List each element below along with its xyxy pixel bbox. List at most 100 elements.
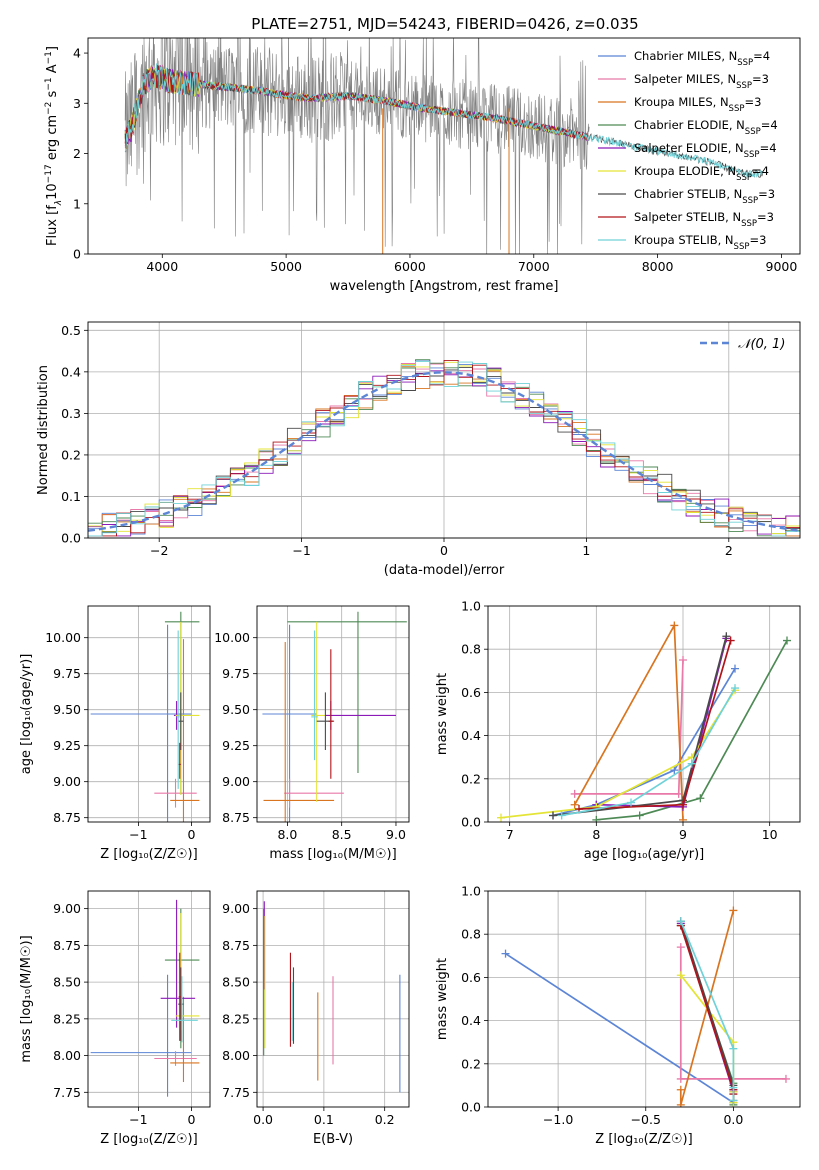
weight-marker-chabrier_elodie <box>696 794 705 803</box>
y-axis-label-part: −1 <box>44 77 54 90</box>
x-tick-label: −1 <box>292 543 310 558</box>
y-tick-label: 0.2 <box>461 1056 481 1071</box>
legend-label-chabrier_miles: Chabrier MILES, NSSP=4 <box>634 49 770 68</box>
x-tick-label: 0.1 <box>314 1112 334 1127</box>
x-axis-label: mass [log₁₀(M/M☉)] <box>269 847 396 862</box>
figure-title: PLATE=2751, MJD=54243, FIBERID=0426, z=0… <box>251 15 638 33</box>
legend-label-normal: 𝒩(0, 1) <box>738 337 785 352</box>
y-tick-label: 9.00 <box>222 774 250 789</box>
x-tick-label: 10 <box>762 827 778 842</box>
y-axis-label-part: −17 <box>44 164 54 183</box>
y-tick-label: 9.50 <box>53 702 81 717</box>
weight-marker-salpeter_stelib <box>679 800 687 809</box>
x-tick-label: 0 <box>440 543 448 558</box>
residual-histogram-kroupa_stelib <box>88 361 800 537</box>
legend-label-text: Kroupa ELODIE, N <box>634 164 736 178</box>
weight-line-kroupa_elodie <box>500 689 736 819</box>
weight-marker-kroupa_stelib <box>729 1044 738 1053</box>
panel-weight_vs_age: 7 8 9 10 0.0 0.2 0.4 0.6 0.8 1.0 age [log₁₀(age/yr… <box>435 599 801 862</box>
legend-label-count: =3 <box>744 95 761 109</box>
panel-age_vs_z: −1 0 8.75 9.00 9.25 9.50 9.75 10.00 Z [log₁₀(Z/Z… <box>19 605 211 862</box>
y-axis-label-part: −1 <box>44 51 54 64</box>
y-tick-label: 0.2 <box>61 447 81 462</box>
weight-marker-salpeter_miles <box>570 789 579 798</box>
y-axis-label: Normed distribution <box>36 365 51 495</box>
y-tick-label: 0.4 <box>461 728 481 743</box>
weight-marker-kroupa_stelib <box>729 1083 738 1092</box>
weight-marker-kroupa_miles <box>676 1085 685 1094</box>
weight-marker-kroupa_miles <box>729 906 738 915</box>
legend-label-subscript: SSP <box>736 81 752 91</box>
legend-label-subscript: SSP <box>742 196 758 206</box>
weight-marker-kroupa_miles <box>679 815 687 822</box>
y-tick-label: 9.00 <box>53 774 81 789</box>
y-tick-label: 8.75 <box>222 938 250 953</box>
weight-marker-salpeter_miles <box>679 656 687 664</box>
axes-frame <box>256 605 410 823</box>
observed-spectrum-line <box>124 38 590 254</box>
y-tick-label: 9.25 <box>222 738 250 753</box>
y-tick-label: 1 <box>73 196 81 211</box>
legend-label-subscript: SSP <box>729 104 745 114</box>
weight-marker-kroupa_miles <box>570 800 579 809</box>
x-tick-label: 7 <box>506 827 514 842</box>
x-axis-label: wavelength [Angstrom, rest frame] <box>330 279 559 294</box>
legend-label-count: =3 <box>757 210 774 224</box>
axes-frame <box>487 605 801 823</box>
spectrum-legend: Chabrier MILES, NSSP=4 Salpeter MILES, NS… <box>598 49 778 252</box>
weight-line-kroupa_elodie <box>680 974 735 1103</box>
weight-marker-salpeter_miles <box>781 1074 790 1083</box>
y-axis-label-part: −2 <box>44 102 54 115</box>
y-axis-label: age [log₁₀(age/yr)] <box>19 654 34 775</box>
y-tick-label: 0.5 <box>61 323 81 338</box>
x-axis-label: (data-model)/error <box>384 563 505 578</box>
weight-line-kroupa_stelib <box>561 687 736 817</box>
x-tick-label: −1.0 <box>543 1112 573 1127</box>
plot-area <box>90 611 200 822</box>
panel-mass_vs_ebv: 0.0 0.1 0.2 7.75 8.00 8.25 8.50 8.75 9.00 E(B-V) <box>222 890 410 1147</box>
y-tick-label: 0.6 <box>461 685 481 700</box>
plot-area <box>501 906 790 1107</box>
residual-histogram-salpeter_stelib <box>88 359 800 537</box>
y-axis-label-part: ] <box>45 46 60 51</box>
weight-marker-kroupa_elodie <box>676 971 685 980</box>
legend-label-subscript: SSP <box>745 127 761 137</box>
legend-label-salpeter_stelib: Salpeter STELIB, NSSP=3 <box>634 210 774 229</box>
plot-area <box>262 611 407 822</box>
x-tick-label: −1 <box>129 827 147 842</box>
y-tick-label: 8.75 <box>53 938 81 953</box>
legend-label-text: Salpeter STELIB, N <box>634 210 741 224</box>
weight-marker-chabrier_elodie <box>635 811 644 820</box>
weight-marker-chabrier_miles <box>731 664 739 673</box>
x-tick-label: −0.5 <box>631 1112 661 1127</box>
legend-label-count: =4 <box>761 118 778 132</box>
y-axis-label-part: s <box>45 90 60 101</box>
x-axis-label: Z [log₁₀(Z/Z☉)] <box>595 1132 692 1147</box>
weight-marker-salpeter_miles <box>676 1074 685 1083</box>
y-tick-label: 1.0 <box>461 599 481 614</box>
normal-curve <box>88 371 800 532</box>
y-tick-label: 10.00 <box>45 630 81 645</box>
y-axis-label: mass weight <box>435 958 450 1040</box>
legend-label-text: Kroupa STELIB, N <box>634 233 734 247</box>
y-tick-label: 0.0 <box>61 531 81 546</box>
legend-label-subscript: SSP <box>734 242 750 252</box>
x-axis-label: Z [log₁₀(Z/Z☉)] <box>100 847 197 862</box>
panel-spectrum: 4000 5000 6000 7000 8000 9000 0 1 2 3 4 wavelength … <box>44 37 801 294</box>
y-tick-label: 0.8 <box>461 927 481 942</box>
weight-marker-chabrier_stelib <box>722 632 731 641</box>
axes-frame <box>87 605 211 823</box>
legend-label-subscript: SSP <box>737 58 753 68</box>
x-tick-label: 0.0 <box>723 1112 743 1127</box>
legend-label-count: =4 <box>760 141 777 155</box>
x-tick-label: 9.0 <box>386 827 406 842</box>
x-tick-label: 5000 <box>270 259 302 274</box>
y-tick-label: 0.6 <box>461 970 481 985</box>
weight-marker-chabrier_elodie <box>783 636 791 645</box>
legend-label-count: =3 <box>758 187 775 201</box>
legend-label-subscript: SSP <box>744 150 760 160</box>
legend-label-salpeter_miles: Salpeter MILES, NSSP=3 <box>634 72 769 91</box>
plot-area <box>263 901 401 1093</box>
y-tick-label: 3 <box>73 96 81 111</box>
y-tick-label: 0.1 <box>61 489 81 504</box>
